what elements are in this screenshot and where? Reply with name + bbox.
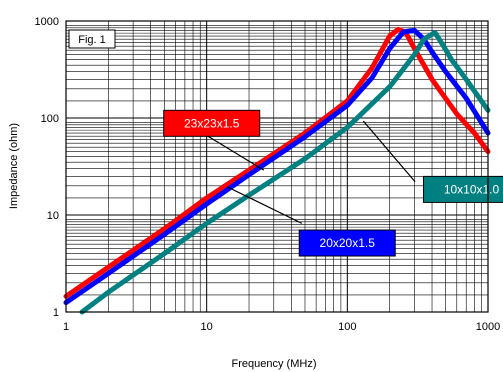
series-line xyxy=(63,27,491,306)
series-label-text: 23x23x1.5 xyxy=(184,116,240,130)
series-line xyxy=(63,26,491,299)
series-label: 23x23x1.5 xyxy=(163,109,261,137)
plot-frame xyxy=(65,20,489,313)
x-tick-label: 100 xyxy=(338,321,356,333)
y-tick-label: 1000 xyxy=(35,16,59,28)
x-axis-title: Frequency (MHz) xyxy=(232,358,317,370)
leader-line xyxy=(362,120,416,183)
series-line xyxy=(79,30,491,315)
y-tick-label: 10 xyxy=(47,210,59,222)
series-label: 10x10x1.0 xyxy=(423,175,503,203)
x-tick-label: 1 xyxy=(63,321,69,333)
y-tick-label: 100 xyxy=(41,113,59,125)
x-tick-label: 1000 xyxy=(476,321,500,333)
series-label-box xyxy=(298,229,396,257)
fig-label-box: Fig. 1 xyxy=(68,29,116,49)
series-label: 20x20x1.5 xyxy=(298,229,396,257)
series-label-box xyxy=(163,109,261,137)
fig-label: Fig. 1 xyxy=(78,34,106,46)
y-axis-title: Impedance (ohm) xyxy=(8,123,20,209)
tick-labels: 1 10 100 1000 1 10 100 1000 xyxy=(35,16,501,333)
series-label-text: 10x10x1.0 xyxy=(444,182,500,196)
series-label-text: 20x20x1.5 xyxy=(320,236,376,250)
x-tick-label: 10 xyxy=(201,321,213,333)
grid xyxy=(66,21,488,312)
leader-line xyxy=(226,186,303,224)
y-tick-label: 1 xyxy=(53,307,59,319)
series-layer xyxy=(63,26,491,315)
plot-background xyxy=(66,21,488,312)
annotation-layer: 23x23x1.5 20x20x1.5 10x10x1.0 xyxy=(163,109,503,257)
series-label-box xyxy=(423,175,503,203)
